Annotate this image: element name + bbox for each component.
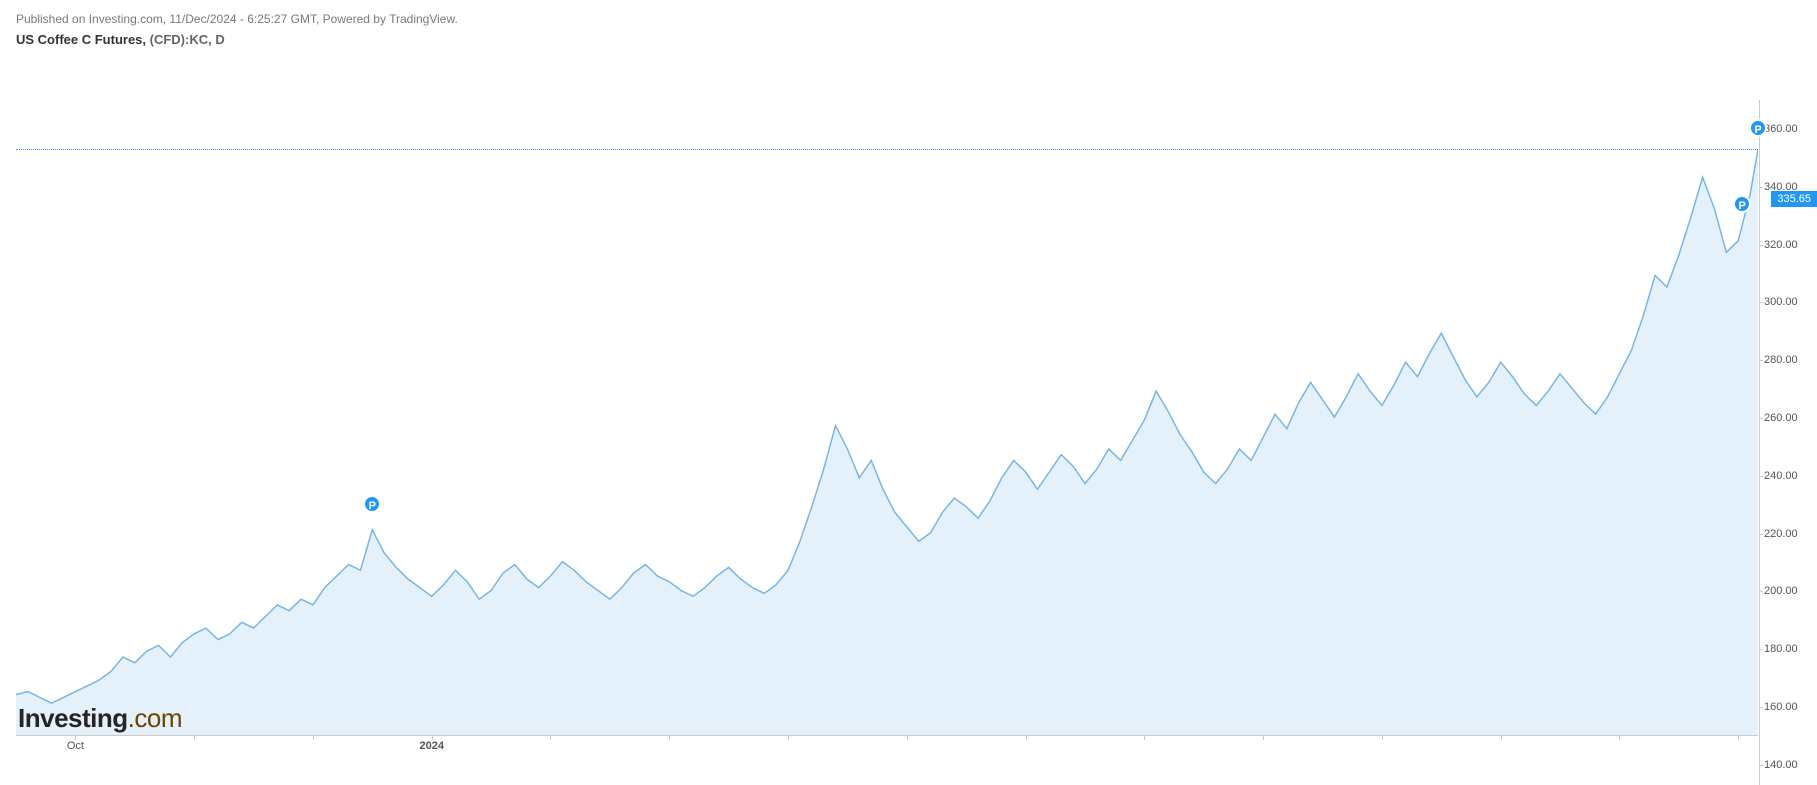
x-tick-label: 2024 (419, 740, 443, 752)
y-tick: 320.00 (1764, 239, 1798, 251)
y-tick: 360.00 (1764, 123, 1798, 135)
y-tick: 200.00 (1764, 585, 1798, 597)
ticker-symbol: (CFD):KC, (150, 32, 212, 47)
y-tick: 220.00 (1764, 528, 1798, 540)
instrument-title: US Coffee C Futures, (CFD):KC, D (16, 32, 225, 47)
p-marker-icon[interactable]: P (1749, 119, 1767, 137)
x-tick-mark (788, 736, 789, 740)
logo-tld: .com (128, 703, 182, 733)
x-tick-mark (1382, 736, 1383, 740)
y-tick: 240.00 (1764, 470, 1798, 482)
publish-info: Published on Investing.com, 11/Dec/2024 … (16, 12, 458, 26)
x-tick-mark (313, 736, 314, 740)
x-tick-mark (1501, 736, 1502, 740)
x-tick-mark (550, 736, 551, 740)
x-tick-mark (907, 736, 908, 740)
instrument-name: US Coffee C Futures, (16, 32, 146, 47)
x-tick-mark (1619, 736, 1620, 740)
investing-logo: Investing.com (18, 703, 182, 734)
p-marker-icon[interactable]: P (363, 495, 381, 513)
x-axis: Oct 2024 (16, 735, 1758, 757)
area-chart-svg (16, 50, 1758, 735)
current-price-line (16, 149, 1758, 150)
y-tick: 160.00 (1764, 701, 1798, 713)
x-tick-mark (1738, 736, 1739, 740)
y-tick: 260.00 (1764, 412, 1798, 424)
x-tick-mark (669, 736, 670, 740)
current-price-label: 335.65 (1771, 191, 1817, 207)
price-plot[interactable] (16, 50, 1758, 735)
x-tick-label: Oct (67, 740, 84, 752)
y-tick: 300.00 (1764, 296, 1798, 308)
chart-area: 140.00160.00180.00200.00220.00240.00260.… (0, 50, 1817, 757)
x-tick-mark (1144, 736, 1145, 740)
p-marker-icon[interactable]: P (1733, 195, 1751, 213)
x-tick-mark (1026, 736, 1027, 740)
x-tick-mark (1263, 736, 1264, 740)
x-tick-mark (194, 736, 195, 740)
area-fill (16, 149, 1758, 735)
y-tick: 140.00 (1764, 759, 1798, 771)
y-tick: 280.00 (1764, 354, 1798, 366)
y-tick: 180.00 (1764, 643, 1798, 655)
interval-label: D (215, 32, 224, 47)
logo-brand: Investing (18, 703, 128, 733)
